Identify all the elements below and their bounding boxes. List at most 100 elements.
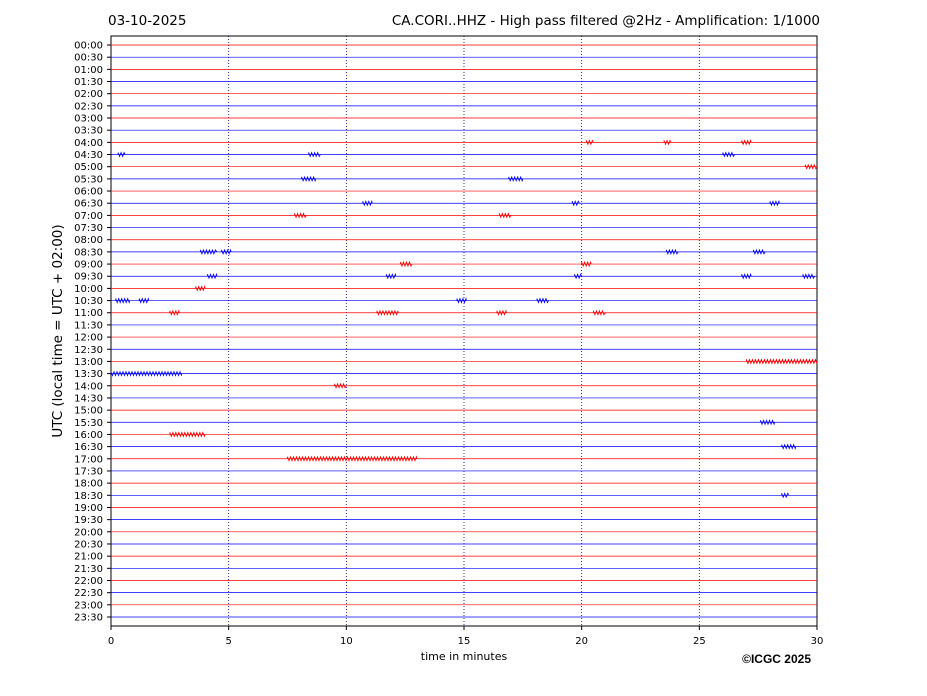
seismic-event	[571, 200, 580, 207]
y-tick-label: 13:00	[74, 357, 103, 368]
y-tick-label: 23:00	[74, 600, 103, 611]
y-tick-label: 05:00	[74, 162, 103, 173]
y-tick-label: 07:30	[74, 223, 103, 234]
seismic-event	[746, 358, 818, 365]
seismic-event	[169, 431, 206, 438]
seismic-event	[781, 492, 790, 499]
seismic-event	[665, 248, 679, 256]
y-tick-label: 03:00	[74, 114, 103, 125]
y-tick-label: 11:30	[74, 320, 103, 331]
seismic-event	[498, 212, 512, 219]
seismic-event	[376, 309, 399, 316]
seismic-event	[308, 151, 321, 158]
y-tick-label: 06:30	[74, 199, 103, 210]
seismic-event	[574, 273, 583, 280]
seismic-event	[362, 199, 373, 207]
y-tick-label: 21:30	[74, 564, 103, 575]
x-tick-label: 0	[108, 636, 114, 647]
y-tick-label: 09:30	[74, 272, 103, 283]
y-tick-label: 16:00	[74, 430, 103, 441]
seismic-event	[456, 297, 467, 304]
seismic-event	[781, 443, 797, 450]
seismic-event	[760, 419, 776, 426]
x-tick-label: 15	[458, 636, 471, 647]
seismic-event	[663, 139, 672, 146]
x-tick-label: 10	[340, 636, 353, 647]
y-axis-label: UTC (local time = UTC + 02:00)	[50, 224, 66, 437]
seismic-event	[200, 248, 218, 256]
seismic-event	[294, 212, 307, 219]
seismic-event	[581, 260, 592, 268]
seismic-event	[769, 199, 780, 207]
x-tick-label: 20	[575, 636, 588, 647]
seismic-event	[741, 272, 752, 280]
y-tick-label: 01:00	[74, 65, 103, 76]
x-tick-label: 30	[811, 636, 824, 647]
y-tick-label: 17:30	[74, 466, 103, 477]
y-tick-label: 23:30	[74, 613, 103, 624]
x-tick-label: 5	[225, 636, 231, 647]
seismic-event	[117, 151, 126, 158]
seismic-event	[115, 297, 131, 304]
y-tick-label: 08:00	[74, 235, 103, 246]
y-tick-label: 02:30	[74, 101, 103, 112]
y-tick-label: 05:30	[74, 174, 103, 185]
seismic-event	[287, 455, 418, 462]
y-tick-label: 16:30	[74, 442, 103, 453]
x-tick-label: 25	[693, 636, 706, 647]
seismic-event	[741, 138, 752, 146]
y-tick-label: 10:00	[74, 284, 103, 295]
y-tick-label: 19:30	[74, 515, 103, 526]
y-tick-label: 18:00	[74, 479, 103, 490]
y-tick-label: 22:00	[74, 576, 103, 587]
y-tick-label: 20:30	[74, 539, 103, 550]
seismic-event	[169, 309, 180, 316]
seismic-event	[508, 175, 524, 183]
seismic-event	[593, 309, 606, 316]
y-tick-label: 00:30	[74, 53, 103, 64]
seismic-event	[221, 248, 232, 256]
y-tick-label: 21:00	[74, 552, 103, 563]
seismic-event	[804, 163, 818, 170]
y-tick-label: 22:30	[74, 588, 103, 599]
seismic-event	[496, 309, 507, 316]
y-tick-label: 14:00	[74, 381, 103, 392]
y-tick-label: 04:00	[74, 138, 103, 149]
y-tick-label: 09:00	[74, 260, 103, 271]
seismic-event	[195, 284, 206, 292]
y-tick-label: 13:30	[74, 369, 103, 380]
chart-date: 03-10-2025	[108, 13, 186, 29]
x-axis-label: time in minutes	[421, 650, 508, 663]
y-tick-label: 19:00	[74, 503, 103, 514]
seismic-event	[400, 260, 413, 268]
y-tick-label: 10:30	[74, 296, 103, 307]
y-tick-label: 04:30	[74, 150, 103, 161]
seismic-event	[802, 273, 815, 280]
seismic-event	[207, 272, 218, 280]
seismic-event	[110, 370, 182, 377]
y-tick-label: 02:00	[74, 89, 103, 100]
y-tick-label: 01:30	[74, 77, 103, 88]
y-tick-label: 15:30	[74, 418, 103, 429]
y-tick-label: 11:00	[74, 308, 103, 319]
y-tick-label: 12:30	[74, 345, 103, 356]
chart-title: CA.CORI..HHZ - High pass filtered @2Hz -…	[392, 13, 820, 29]
y-tick-label: 15:00	[74, 406, 103, 417]
y-tick-label: 00:00	[74, 41, 103, 52]
y-tick-label: 12:00	[74, 333, 103, 344]
seismic-event	[334, 382, 347, 389]
seismic-event	[536, 297, 550, 304]
copyright: ©ICGC 2025	[742, 652, 811, 666]
y-tick-label: 08:30	[74, 247, 103, 258]
seismic-event	[138, 297, 150, 304]
y-tick-label: 14:30	[74, 393, 103, 404]
seismic-event	[301, 175, 317, 183]
seismic-event	[585, 139, 594, 146]
y-tick-label: 18:30	[74, 491, 103, 502]
y-tick-label: 17:00	[74, 454, 103, 465]
y-tick-label: 06:00	[74, 187, 103, 198]
seismic-event	[385, 272, 397, 280]
seismic-event	[722, 151, 735, 158]
